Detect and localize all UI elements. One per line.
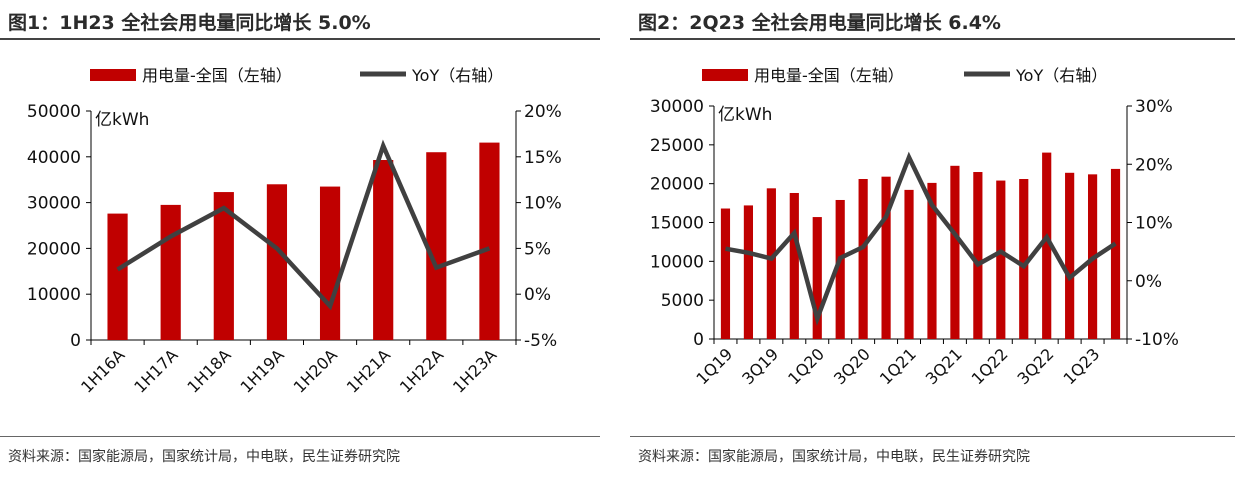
x-axis-label: 1Q19 [692,344,736,388]
right-axis-tick-label: 20% [524,102,562,122]
figure-1-chart: 用电量-全国（左轴） YoY（右轴） 50000 40000 30000 20000 100… [27,66,562,397]
x-axis-label: 1H20A [290,345,341,396]
bar-2Q20 [835,199,845,339]
left-axis-tick-label: 15000 [650,214,704,234]
figure-2-bottom-rule [630,436,1235,437]
bar-1Q19 [720,208,731,339]
left-axis-tick-label: 30000 [27,194,81,214]
right-axis-tick-label: 5% [524,239,551,259]
bar-1Q22 [996,180,1006,339]
yoy-line [725,151,1117,326]
left-axis-tick-label: 40000 [27,148,81,168]
left-axis-tick-label: 20000 [650,175,704,195]
figure-1-top-rule [0,38,600,40]
figure-1-source: 资料来源：国家能源局，国家统计局，中电联，民生证券研究院 [8,449,400,465]
bar-1H22A [426,152,447,340]
bar-1H20A [319,186,341,340]
right-axis-tick-label: 10% [524,194,562,214]
yoy-line [116,139,491,311]
bar-1H17A [160,204,181,340]
left-axis-tick-label: 10000 [650,252,704,272]
right-axis-tick-label: -5% [524,331,557,351]
left-axis-tick-label: 5000 [661,291,704,311]
x-axis-label: 1Q23 [1059,344,1103,388]
legend-bar-label: 用电量-全国（左轴） [142,66,292,85]
right-axis-tick-label: 0% [524,285,551,305]
legend-line-label: YoY（右轴） [1015,66,1107,85]
bar-4Q19 [789,192,799,339]
bar-2Q22 [1019,179,1029,339]
left-axis-tick-label: 50000 [27,102,81,122]
x-axis-label: 1Q20 [784,344,828,388]
figure-1-bottom-rule [0,436,600,437]
bar-4Q21 [973,172,983,339]
left-axis-tick-label: 30000 [650,97,704,117]
x-axis-label: 1H19A [236,345,287,396]
bar-1H23A [479,142,500,340]
left-axis-tick-label: 25000 [650,136,704,156]
bar-3Q22 [1042,152,1052,339]
bar-4Q20 [881,176,891,339]
figure-2-top-rule [630,38,1235,40]
x-axis-label: 1H22A [396,345,447,396]
left-axis-tick-label: 10000 [27,285,81,305]
x-axis-label: 3Q20 [830,344,874,388]
figure-2-source: 资料来源：国家能源局，国家统计局，中电联，民生证券研究院 [638,449,1030,465]
unit-label: 亿kWh [718,105,772,125]
bar-4Q22 [1065,172,1075,339]
right-axis-tick-label: 15% [524,148,562,168]
x-axis-label: 3Q22 [1014,344,1058,388]
x-axis-label: 1H23A [449,345,500,396]
left-axis-tick-label: 0 [693,330,704,350]
bar-1Q20 [812,217,822,339]
right-axis-tick-label: 10% [1135,214,1173,234]
bar-1H21A [373,160,394,340]
bar-1H16A [107,213,128,340]
x-axis-label: 1Q22 [968,344,1012,388]
right-axis-tick-label: 30% [1135,97,1173,117]
right-axis-tick-label: 0% [1135,272,1162,292]
bar-2Q23 [1110,168,1121,339]
x-axis-label: 1H16A [77,345,128,396]
x-axis-label: 1H17A [130,345,181,396]
x-axis-label: 3Q21 [922,344,966,388]
x-axis-label: 3Q19 [738,344,782,388]
x-axis-label: 1H21A [343,345,394,396]
unit-label: 亿kWh [95,110,149,130]
right-axis-tick-label: -10% [1135,330,1179,350]
bar-3Q21 [950,165,960,339]
bar-2Q19 [743,205,754,339]
right-axis-tick-label: 20% [1135,155,1173,175]
figure-1-title: 图1：1H23 全社会用电量同比增长 5.0% [8,12,371,34]
figure-2-chart: 用电量-全国（左轴） YoY（右轴） 30000 25000 20000 15000 100… [650,66,1179,388]
x-axis-label: 1Q21 [876,344,920,388]
left-axis-tick-label: 0 [70,331,81,351]
x-axis-label: 1H18A [183,345,234,396]
figure-2: 图2：2Q23 全社会用电量同比增长 6.4% 用电量-全国（左轴） YoY（右轴… [630,0,1235,485]
legend-bar-swatch [702,69,748,81]
bar-1H19A [266,184,288,340]
legend-bar-label: 用电量-全国（左轴） [754,66,904,85]
bar-1H18A [213,192,234,340]
bar-2Q21 [927,182,937,339]
bar-1Q21 [904,189,914,339]
bar-3Q20 [858,179,868,339]
legend-bar-swatch [90,69,136,81]
left-axis-tick-label: 20000 [27,239,81,259]
legend-line-label: YoY（右轴） [411,66,503,85]
figure-2-title: 图2：2Q23 全社会用电量同比增长 6.4% [638,12,1001,34]
figure-1: 图1：1H23 全社会用电量同比增长 5.0% 用电量-全国（左轴） YoY（右轴… [0,0,600,485]
bar-3Q19 [766,188,776,339]
